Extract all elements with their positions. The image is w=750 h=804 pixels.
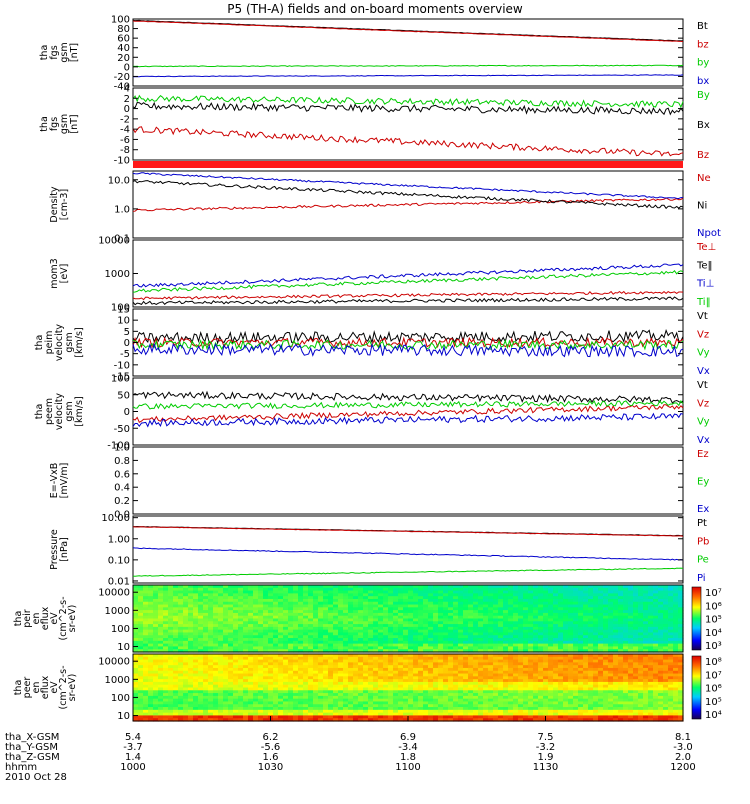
legend-entry: By (697, 90, 710, 101)
panel-frame (133, 378, 683, 445)
legend-entry: bz (697, 39, 709, 50)
y-tick-label: 0 (124, 407, 130, 418)
legend-entry: Ex (697, 504, 709, 515)
y-tick-label: 10000 (98, 236, 130, 247)
legend-entry: Vx (697, 366, 710, 377)
legend-entry: Vy (697, 417, 710, 428)
legend-entry: Te⊥ (696, 242, 716, 253)
legend-entry: Ti‖ (696, 297, 711, 308)
panel-frame (133, 447, 683, 514)
legend-entry: Ey (697, 477, 709, 488)
y-tick-label: 0.01 (108, 576, 130, 587)
y-tick-label: 10000 (98, 588, 130, 599)
flag-bar (133, 161, 683, 168)
y-tick-label: 1.00 (108, 534, 130, 545)
y-axis-label: sr-eV) (67, 605, 78, 633)
y-tick-label: 0 (124, 338, 130, 349)
y-tick-label: 100 (111, 624, 130, 635)
y-tick-label: 1000 (105, 606, 130, 617)
legend-entry: Ni (697, 201, 707, 212)
y-tick-label: 10.00 (101, 513, 130, 524)
y-tick-label: 0.6 (114, 469, 130, 480)
y-tick-label: 10.0 (108, 175, 130, 186)
legend-entry: by (697, 58, 709, 69)
legend-entry: Vz (697, 329, 709, 340)
colorbar-tick-label: 10⁷ (705, 588, 722, 599)
legend-entry: Vt (697, 311, 708, 322)
colorbar (692, 587, 701, 650)
legend-entry: Pb (697, 536, 709, 547)
legend-entry: bx (697, 76, 709, 87)
y-tick-label: 100 (111, 374, 130, 385)
legend-entry: Bt (697, 21, 708, 32)
legend-entry: Pi (697, 573, 706, 584)
y-tick-label: -10 (114, 360, 130, 371)
y-axis-label: [nT] (69, 114, 80, 133)
y-axis-label: [km/s] (74, 327, 85, 357)
legend-entry: Bz (697, 150, 709, 161)
colorbar-tick-label: 10⁶ (705, 601, 722, 612)
panel-frame (133, 240, 683, 307)
y-axis-label: [nT] (69, 43, 80, 62)
legend-entry: Ez (697, 449, 709, 460)
y-tick-label: -10 (114, 156, 130, 167)
y-tick-label: 0.10 (108, 555, 130, 566)
legend-entry: Ti⊥ (696, 279, 714, 290)
colorbar-tick-label: 10⁴ (705, 628, 722, 639)
legend-entry: Ne (697, 173, 711, 184)
y-tick-label: 1.0 (114, 443, 130, 454)
legend-entry: Vy (697, 348, 710, 359)
legend-entry: Npot (697, 228, 721, 239)
legend-entry: Vt (697, 380, 708, 391)
y-tick-label: 0.8 (114, 456, 130, 467)
legend-entry: Pt (697, 518, 707, 529)
y-tick-label: 1000 (105, 269, 130, 280)
y-tick-label: 10 (117, 316, 130, 327)
y-axis-label: [nPa] (59, 537, 70, 562)
y-tick-label: 1.0 (114, 204, 130, 215)
y-tick-label: 10 (117, 642, 130, 653)
chart-title: P5 (TH-A) fields and on-board moments ov… (227, 2, 523, 16)
spectrogram-s2: 10000100010010thapeerenefluxeV(cm^2-s-sr… (13, 654, 722, 722)
y-axis-label: [km/s] (74, 396, 85, 426)
legend-entry: Pe (697, 555, 709, 566)
y-tick-label: 5 (124, 327, 130, 338)
y-axis-label: [eV] (59, 264, 70, 284)
panel-frame (133, 516, 683, 583)
colorbar-tick-label: 10⁵ (705, 615, 722, 626)
legend-entry: Bx (697, 120, 710, 131)
y-tick-label: 0.2 (114, 496, 130, 507)
y-tick-label: 15 (117, 305, 130, 316)
legend-entry: Te‖ (696, 260, 713, 271)
y-tick-label: -5 (120, 349, 130, 360)
y-axis-label: [mV/m] (59, 463, 70, 499)
legend-entry: Vx (697, 435, 710, 446)
y-tick-label: 0.4 (114, 483, 130, 494)
y-tick-label: -50 (114, 424, 130, 435)
y-tick-label: 50 (117, 390, 130, 401)
legend-entry: Vz (697, 398, 709, 409)
spectrogram-s1: 10000100010010thapeirenefluxeV(cm^2-s-sr… (13, 585, 722, 653)
colorbar-tick-label: 10³ (705, 641, 722, 652)
y-axis-label: [cm-3] (59, 189, 70, 220)
